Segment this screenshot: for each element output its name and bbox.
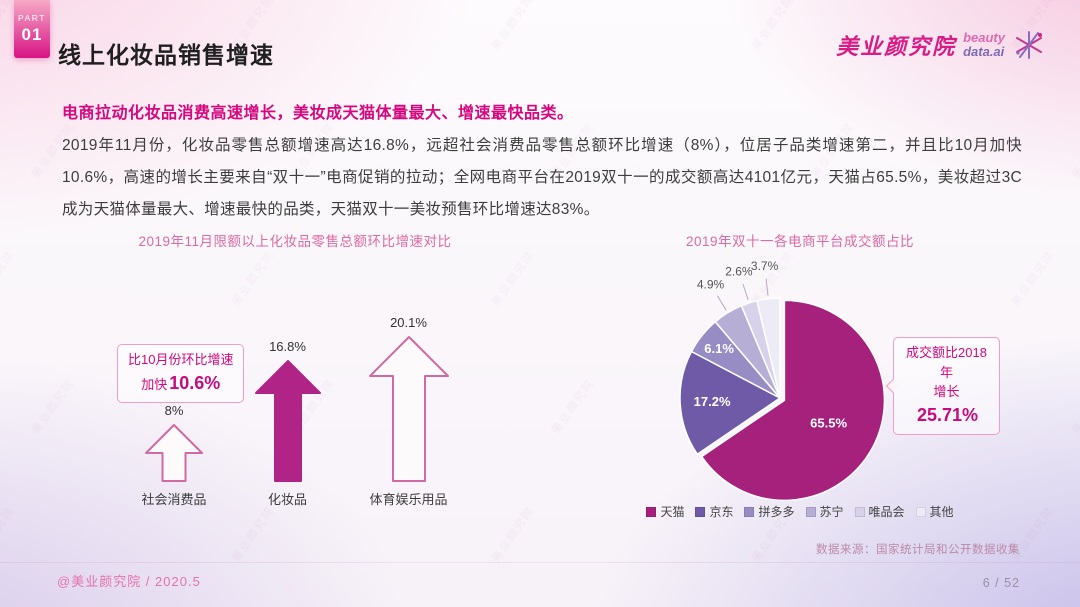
legend-item-天猫: 天猫 — [646, 503, 684, 520]
legend-label: 天猫 — [660, 505, 685, 519]
pie-value-label: 6.1% — [704, 341, 734, 356]
page-title: 线上化妆品销售增速 — [58, 42, 274, 68]
bar-chart-title: 2019年11月限额以上化妆品零售总额环比增速对比 — [138, 234, 452, 249]
legend-label: 其他 — [929, 505, 954, 519]
pie-leader-line — [716, 295, 727, 311]
bar-category-label: 体育娱乐用品 — [369, 492, 448, 507]
bar-category-label: 化妆品 — [267, 492, 307, 507]
arrow-shape — [368, 336, 449, 482]
legend-swatch — [744, 506, 755, 517]
arrow-shape — [144, 424, 203, 482]
watermark-text: 美业颜究院 — [749, 0, 797, 53]
growth-callout: 比10月份环比增速 加快 10.6% — [117, 344, 245, 403]
bar-value-label: 16.8% — [269, 339, 306, 354]
growth-callout-value: 10.6% — [169, 372, 221, 393]
part-label: PART — [18, 13, 46, 23]
gmv-callout: 成交额比2018年 增长25.71% — [893, 337, 1000, 435]
body-paragraph: 2019年11月份，化妆品零售总额增速高达16.8%，远超社会消费品零售总额环比… — [62, 137, 1022, 219]
watermark-text: 美业颜究院 — [1069, 376, 1080, 437]
gmv-callout-line2: 增长25.71% — [916, 384, 979, 425]
watermark-text: 美业颜究院 — [0, 504, 17, 565]
pie-slice-天猫 — [700, 299, 886, 502]
pie-chart-title: 2019年双十一各电商平台成交额占比 — [685, 234, 915, 249]
legend-label: 苏宁 — [819, 505, 844, 519]
pie-leader-line — [765, 278, 769, 296]
pie-slice-京东 — [679, 350, 782, 456]
legend-label: 唯品会 — [868, 505, 905, 519]
arrow-bar: 20.1% 体育娱乐用品 — [368, 315, 449, 508]
part-number: 01 — [21, 25, 43, 44]
pie-chart: 2019年双十一各电商平台成交额占比 65.5% 17.2% 6.1% 4.9% 2.6… — [600, 230, 1000, 522]
legend-item-其他: 其他 — [915, 503, 954, 520]
legend-label: 拼多多 — [758, 505, 795, 519]
lead-text: 电商拉动化妆品消费高速增长，美妆成天猫体量最大、增速最快品类。 — [62, 105, 574, 122]
legend-item-拼多多: 拼多多 — [744, 503, 795, 520]
legend-swatch — [854, 506, 865, 517]
burst-icon — [1016, 31, 1042, 59]
bar-value-label: 8% — [164, 403, 184, 418]
pie-value-label: 3.7% — [751, 259, 779, 273]
watermark-text: 美业颜究院 — [1009, 248, 1057, 309]
pie-value-label: 2.6% — [725, 265, 753, 279]
data-source-note: 数据来源：国家统计局和公开数据收集 — [816, 544, 1020, 556]
gmv-callout-value: 25.71% — [916, 404, 979, 425]
arrow-bar: 16.8% 化妆品 — [254, 339, 321, 508]
brand-name: 美业颜究院 — [836, 34, 957, 59]
legend-label: 京东 — [709, 505, 734, 519]
bar-value-label: 20.1% — [390, 315, 427, 330]
bar-category-label: 社会消费品 — [141, 492, 207, 507]
legend-item-唯品会: 唯品会 — [854, 503, 905, 520]
growth-callout-line2: 加快 10.6% — [141, 372, 221, 393]
brand-subtitle: beauty data.ai — [963, 31, 1005, 58]
watermark-text: 美业颜究院 — [1069, 120, 1080, 181]
arrow-bars: 8% 社会消费品 16.8% 化妆品 20.1% 体育娱乐用品 — [60, 315, 530, 508]
watermark-text: 美业颜究院 — [229, 504, 277, 565]
legend-swatch — [915, 506, 926, 517]
arrow-bar: 8% 社会消费品 — [141, 403, 206, 508]
legend-swatch — [646, 506, 657, 517]
growth-callout-line1: 比10月份环比增速 — [128, 352, 234, 367]
pie-value-label: 17.2% — [694, 394, 731, 409]
brand-sub-beauty: beauty — [963, 30, 1005, 46]
part-badge: PART 01 — [14, 0, 50, 58]
gmv-callout-line1: 成交额比2018年 — [906, 345, 987, 380]
brand-sub-dataai: data.ai — [963, 44, 1005, 59]
watermark-text: 美业颜究院 — [549, 376, 597, 437]
watermark-text: 美业颜究院 — [489, 504, 537, 565]
pie-svg: 65.5% 17.2% 6.1% 4.9%2.6%3.7% — [679, 259, 886, 502]
arrow-shape — [254, 360, 321, 482]
footer-divider — [0, 562, 1080, 563]
pie-value-label: 65.5% — [810, 416, 847, 431]
pie-slice-其他 — [756, 297, 781, 399]
pie-value-label: 4.9% — [697, 278, 725, 292]
legend-swatch — [695, 506, 706, 517]
legend-swatch — [805, 506, 816, 517]
watermark-text: 美业颜究院 — [489, 0, 537, 53]
legend-item-苏宁: 苏宁 — [805, 503, 844, 520]
bar-chart: 2019年11月限额以上化妆品零售总额环比增速对比 比10月份环比增速 加快 10… — [60, 230, 530, 510]
page-number: 6 / 52 — [982, 576, 1020, 590]
footer-brand: @美业颜究院 / 2020.5 — [57, 574, 201, 589]
pie-legend: 天猫 京东 拼多多 苏宁 唯品会 其他 — [600, 503, 1000, 520]
pie-leader-line — [742, 283, 749, 301]
watermark-text: 美业颜究院 — [0, 248, 17, 309]
brand-logo: 美业颜究院 beauty data.ai — [836, 28, 1046, 62]
legend-item-京东: 京东 — [695, 503, 733, 520]
